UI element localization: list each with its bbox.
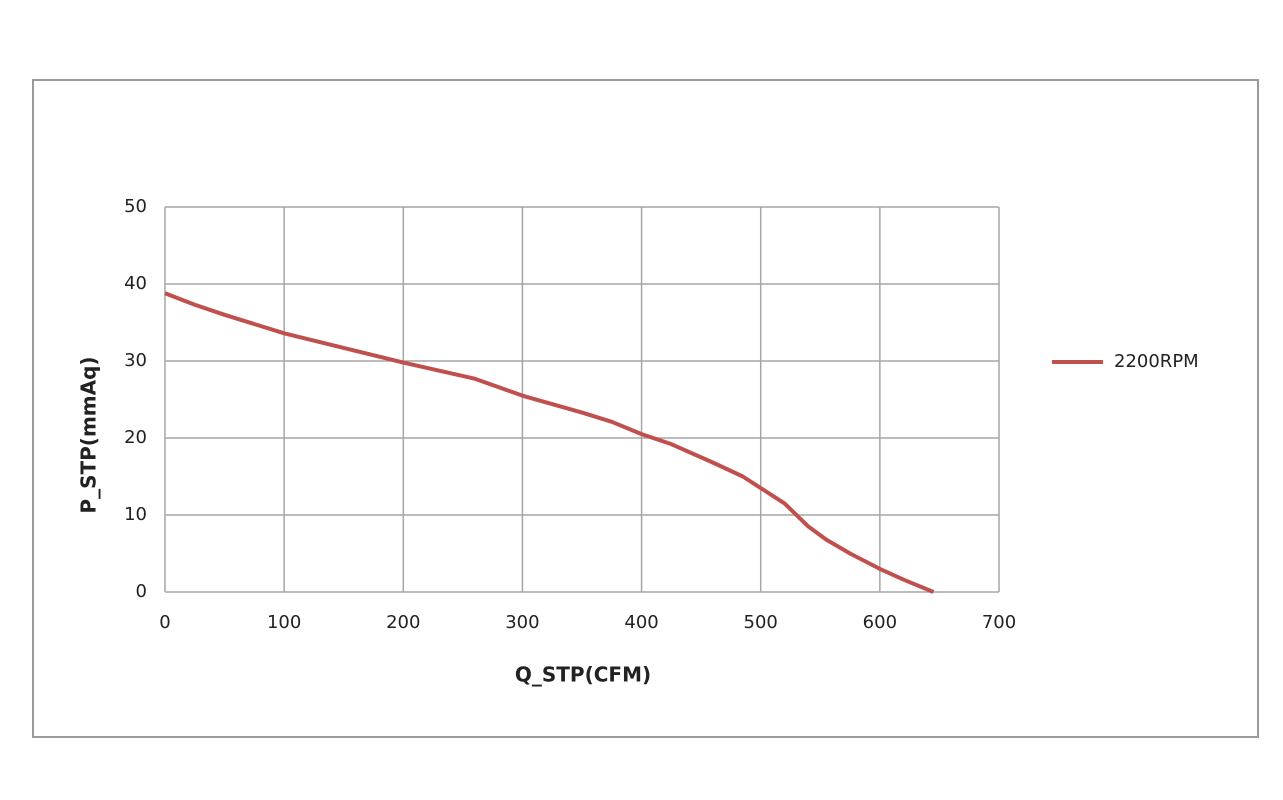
x-tick-label: 700 (982, 612, 1016, 633)
y-tick-label: 0 (136, 581, 147, 602)
x-tick-label: 200 (386, 612, 420, 633)
y-tick-label: 20 (124, 427, 147, 448)
y-tick-label: 30 (124, 350, 147, 371)
data-line (164, 291, 935, 594)
y-axis-title: P_STP(mmAq) (77, 356, 101, 513)
x-axis-title: Q_STP(CFM) (515, 663, 651, 687)
x-tick-label: 0 (159, 612, 170, 633)
chart-frame (32, 79, 1259, 738)
x-tick-label: 300 (505, 612, 539, 633)
legend-label: 2200RPM (1114, 351, 1199, 372)
x-tick-label: 400 (624, 612, 658, 633)
x-tick-label: 100 (267, 612, 301, 633)
y-tick-label: 40 (124, 273, 147, 294)
x-tick-label: 600 (863, 612, 897, 633)
x-tick-label: 500 (744, 612, 778, 633)
y-tick-label: 50 (124, 196, 147, 217)
y-tick-label: 10 (124, 504, 147, 525)
